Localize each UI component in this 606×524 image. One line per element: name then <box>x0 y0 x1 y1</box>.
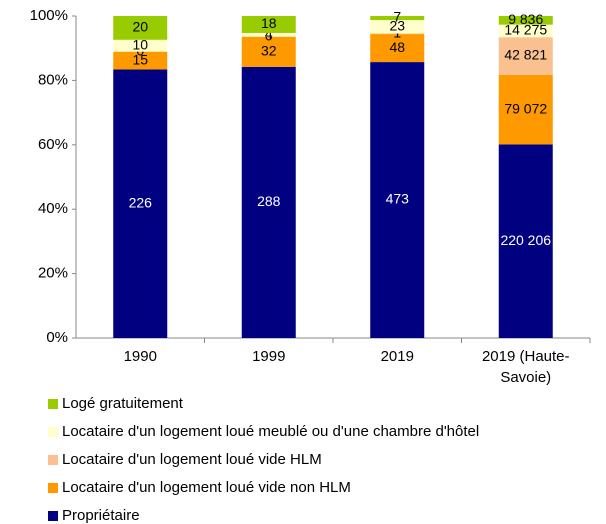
legend-label: Locataire d'un logement loué meublé ou d… <box>62 423 480 440</box>
bar-segment <box>370 62 425 338</box>
bar-segment <box>498 24 553 38</box>
data-label: 79 072 <box>504 100 547 116</box>
data-label: 20 <box>132 19 148 35</box>
data-label: 18 <box>261 15 277 31</box>
x-tick-label: 1990 <box>123 348 157 365</box>
data-label: 7 <box>393 9 401 25</box>
bar-segment <box>113 51 168 70</box>
bar-segment <box>113 16 168 40</box>
bar-segment <box>498 74 553 145</box>
legend-entry: Locataire d'un logement loué vide non HL… <box>48 479 351 496</box>
bar-segment <box>370 33 425 35</box>
legend-entry: Propriétaire <box>48 507 140 524</box>
legend-swatch <box>48 510 58 521</box>
bar-segment <box>241 66 296 338</box>
legend-swatch <box>48 398 58 409</box>
bar-segment <box>498 37 553 75</box>
legend-entry: Locataire d'un logement loué vide HLM <box>48 451 322 468</box>
y-tick-label: 20% <box>38 265 68 282</box>
bar-segment <box>498 16 553 25</box>
y-tick-label: 60% <box>38 136 68 153</box>
legend-label: Locataire d'un logement loué vide HLM <box>62 451 322 468</box>
y-tick-label: 80% <box>38 71 68 88</box>
bar-segment <box>370 16 425 21</box>
legend-label: Logé gratuitement <box>62 395 183 412</box>
data-label: 42 821 <box>504 47 547 63</box>
bar-segment <box>370 34 425 63</box>
legend-entry: Locataire d'un logement loué meublé ou d… <box>48 423 479 440</box>
data-label: 32 <box>261 42 277 58</box>
y-tick-label: 40% <box>38 200 68 217</box>
y-tick-label: 100% <box>30 7 68 24</box>
bar-segment <box>370 20 425 34</box>
data-label: 14 275 <box>504 22 547 38</box>
data-label: 473 <box>386 191 410 207</box>
bar-segment <box>241 16 296 33</box>
data-label: 48 <box>389 39 405 55</box>
data-label: 9 836 <box>508 11 543 27</box>
bar-segment <box>113 39 168 52</box>
legend-swatch <box>48 482 58 493</box>
legend-label: Locataire d'un logement loué vide non HL… <box>62 479 351 496</box>
data-label: 226 <box>129 194 153 210</box>
x-tick-label: 2019 (Haute-Savoie) <box>481 348 570 386</box>
data-label: 15 <box>132 51 148 67</box>
data-label: 4 <box>265 26 273 42</box>
x-tick-label: 2019 <box>380 348 414 365</box>
bar-segment <box>498 144 553 338</box>
bar-segment <box>241 36 296 67</box>
data-label: 23 <box>389 17 405 33</box>
y-tick-label: 0% <box>46 329 68 346</box>
legend-label: Propriétaire <box>62 507 140 524</box>
x-tick-label: 1999 <box>252 348 286 365</box>
legend-swatch <box>48 454 58 465</box>
data-label: 220 206 <box>500 232 551 248</box>
data-label: 10 <box>132 36 148 52</box>
bar-segment <box>113 69 168 339</box>
bar-segment <box>241 32 296 37</box>
data-label: 288 <box>257 193 281 209</box>
legend-entry: Logé gratuitement <box>48 395 183 412</box>
legend-swatch <box>48 426 58 437</box>
